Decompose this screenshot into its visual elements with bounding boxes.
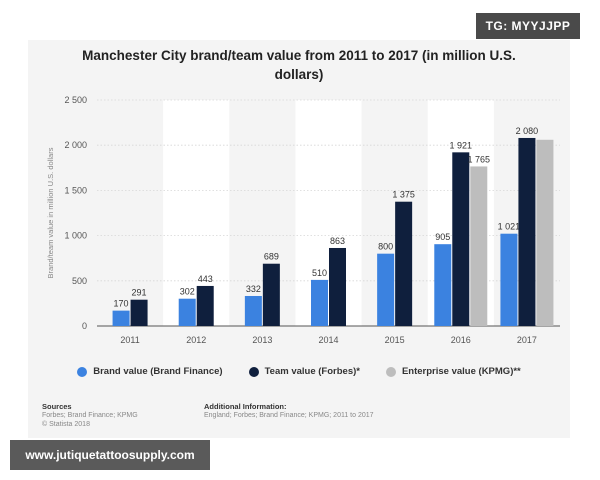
- watermark-bottom: www.jutiquetattoosupply.com: [10, 440, 210, 470]
- bar-team: [395, 201, 413, 326]
- data-label: 905: [435, 232, 450, 242]
- bar-brand: [244, 295, 262, 326]
- category-band: [163, 100, 230, 326]
- additional-info-heading: Additional Information:: [204, 402, 287, 411]
- y-tick-label: 1 000: [64, 231, 87, 241]
- data-label: 443: [198, 274, 213, 284]
- x-tick-label: 2014: [318, 335, 338, 345]
- category-band: [295, 100, 362, 326]
- data-label: 302: [180, 287, 195, 297]
- bar-team: [518, 137, 536, 326]
- legend-item-brand[interactable]: Brand value (Brand Finance): [77, 366, 223, 377]
- bar-team: [329, 247, 346, 326]
- x-tick-label: 2015: [385, 335, 405, 345]
- y-tick-label: 0: [82, 321, 87, 331]
- y-tick-label: 2 000: [64, 140, 87, 150]
- legend-swatch-enterprise: [385, 366, 396, 377]
- sources-line-1: Forbes; Brand Finance; KPMG: [42, 412, 138, 419]
- legend-swatch-team: [248, 366, 259, 377]
- x-tick-label: 2012: [186, 335, 206, 345]
- y-tick-label: 1 500: [64, 185, 87, 195]
- x-tick-label: 2016: [451, 335, 471, 345]
- legend-label-team: Team value (Forbes)*: [264, 366, 360, 377]
- sources-line-2: © Statista 2018: [42, 421, 90, 428]
- legend-label-enterprise: Enterprise value (KPMG)**: [401, 366, 521, 377]
- sources-block: Sources Forbes; Brand Finance; KPMG © St…: [42, 402, 138, 429]
- chart-title-line-1: Manchester City brand/team value from 20…: [82, 48, 516, 63]
- watermark-top: TG: MYYJJPP: [476, 13, 580, 39]
- bar-brand: [377, 253, 395, 326]
- y-axis-label: Brand/team value in million U.S. dollars: [46, 147, 55, 278]
- data-label: 1 921: [450, 140, 473, 150]
- legend-swatch-brand: [77, 366, 88, 377]
- bar-team: [262, 263, 280, 326]
- legend-item-team[interactable]: Team value (Forbes)*: [248, 366, 360, 377]
- bar-enterprise: [470, 166, 488, 326]
- data-label: 291: [132, 288, 147, 298]
- bar-team: [196, 285, 214, 326]
- bar-brand: [178, 298, 196, 326]
- chart-title-line-2: dollars): [274, 67, 324, 82]
- bar-brand: [434, 244, 452, 326]
- data-label: 170: [114, 299, 129, 309]
- bar-brand: [500, 233, 518, 326]
- sources-heading: Sources: [42, 402, 72, 411]
- additional-info-block: Additional Information: England; Forbes;…: [204, 402, 374, 420]
- bar-brand: [311, 279, 328, 326]
- x-tick-label: 2011: [120, 335, 139, 345]
- data-label: 1 375: [392, 190, 415, 200]
- legend-label-brand: Brand value (Brand Finance): [93, 366, 223, 377]
- bar-enterprise: [536, 139, 554, 326]
- chart-legend: Brand value (Brand Finance) Team value (…: [28, 366, 570, 377]
- data-label: 689: [264, 252, 279, 262]
- bar-team: [452, 152, 470, 326]
- y-tick-label: 500: [72, 276, 87, 286]
- data-label: 863: [330, 236, 345, 246]
- data-label: 1 021: [498, 222, 521, 232]
- x-tick-label: 2013: [252, 335, 272, 345]
- data-label: 2 080: [516, 126, 539, 136]
- bar-team: [130, 299, 148, 326]
- y-tick-label: 2 500: [64, 95, 87, 105]
- data-label: 800: [378, 242, 393, 252]
- data-label: 510: [312, 268, 327, 278]
- data-label: 332: [246, 284, 261, 294]
- x-tick-label: 2017: [517, 335, 537, 345]
- data-label: 1 765: [468, 154, 491, 164]
- additional-info-text: England; Forbes; Brand Finance; KPMG; 20…: [204, 412, 374, 419]
- bar-brand: [112, 310, 130, 326]
- legend-item-enterprise[interactable]: Enterprise value (KPMG)**: [385, 366, 521, 377]
- chart-title: Manchester City brand/team value from 20…: [28, 46, 570, 84]
